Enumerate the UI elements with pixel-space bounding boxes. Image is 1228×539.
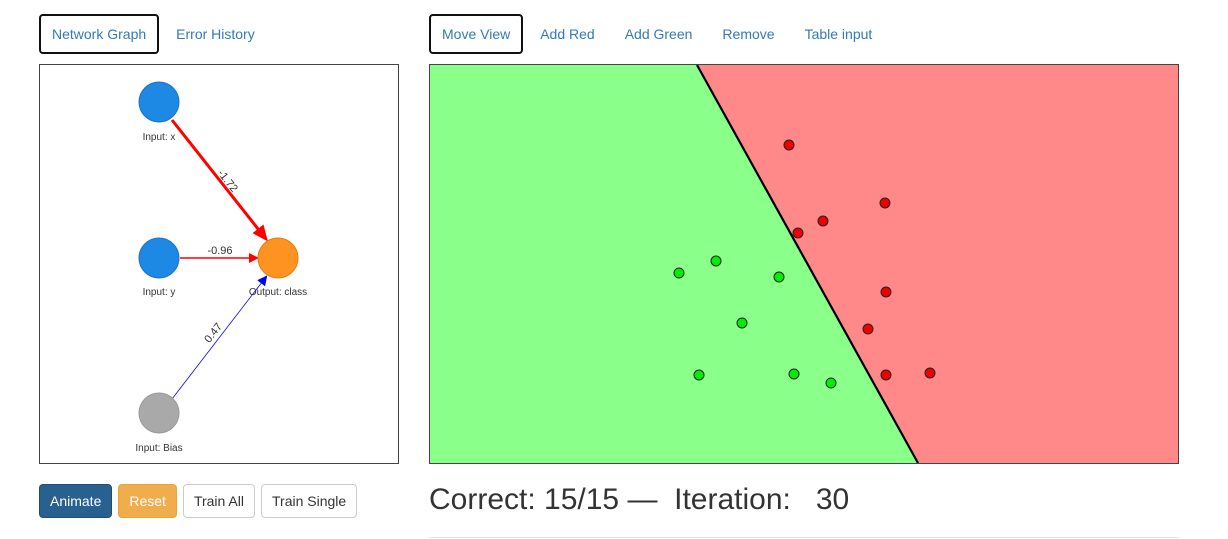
plot-canvas[interactable] — [430, 65, 1178, 463]
red-point[interactable] — [792, 227, 804, 239]
correct-label: Correct: — [429, 483, 536, 516]
tab-network-graph[interactable]: Network Graph — [39, 14, 160, 54]
red-point[interactable] — [862, 323, 874, 335]
red-point[interactable] — [817, 215, 829, 227]
status-separator: — — [627, 483, 658, 516]
red-point[interactable] — [924, 367, 936, 379]
red-point[interactable] — [880, 286, 892, 298]
training-status: Correct: 15/15 — Iteration: 30 — [429, 480, 849, 520]
input-x-label: Input: x — [143, 132, 176, 143]
tab-error-history[interactable]: Error History — [176, 26, 255, 42]
iteration-label: Iteration: — [674, 483, 791, 516]
edge-x-to-output — [170, 119, 268, 242]
training-controls: Animate Reset Train All Train Single — [39, 484, 363, 518]
correct-value: 15/15 — [544, 483, 620, 516]
tab-add-red[interactable]: Add Red — [540, 26, 595, 42]
plot-mode-tabs: Move View Add Red Add Green Remove Table… — [429, 14, 889, 54]
edge-bias-to-output — [171, 275, 268, 400]
iteration-value: 30 — [815, 483, 850, 516]
weight-y-label: -0.96 — [207, 245, 232, 257]
tab-add-green[interactable]: Add Green — [624, 26, 693, 42]
decision-boundary-line — [696, 65, 919, 463]
red-point[interactable] — [880, 369, 892, 381]
green-point[interactable] — [825, 377, 837, 389]
network-graph: -1.72 -0.96 0.47 Input: x Input: y Input… — [135, 81, 307, 454]
green-point[interactable] — [710, 255, 722, 267]
animate-button[interactable]: Animate — [39, 484, 113, 518]
red-point[interactable] — [783, 139, 795, 151]
green-point[interactable] — [673, 267, 685, 279]
green-point[interactable] — [736, 317, 748, 329]
divider — [429, 537, 1179, 538]
green-region — [430, 65, 918, 463]
red-point[interactable] — [879, 197, 891, 209]
output-label: Output: class — [249, 287, 307, 298]
input-y-node[interactable] — [138, 237, 180, 279]
input-x-node[interactable] — [138, 81, 180, 123]
tab-move-view[interactable]: Move View — [429, 14, 524, 54]
weight-bias-label: 0.47 — [202, 321, 225, 345]
decision-boundary-plot[interactable] — [429, 64, 1179, 464]
network-graph-panel: -1.72 -0.96 0.47 Input: x Input: y Input… — [39, 64, 399, 464]
red-region — [697, 65, 1178, 463]
train-single-button[interactable]: Train Single — [261, 484, 358, 518]
output-node[interactable] — [257, 237, 299, 279]
green-point[interactable] — [788, 368, 800, 380]
input-bias-label: Input: Bias — [135, 443, 182, 454]
input-y-label: Input: y — [143, 287, 176, 298]
train-all-button[interactable]: Train All — [182, 484, 255, 518]
reset-button[interactable]: Reset — [118, 484, 177, 518]
network-view-tabs: Network Graph Error History — [39, 14, 272, 54]
tab-table-input[interactable]: Table input — [804, 26, 873, 42]
green-point[interactable] — [773, 271, 785, 283]
tab-remove[interactable]: Remove — [722, 26, 775, 42]
green-point[interactable] — [693, 369, 705, 381]
input-bias-node[interactable] — [138, 392, 180, 434]
